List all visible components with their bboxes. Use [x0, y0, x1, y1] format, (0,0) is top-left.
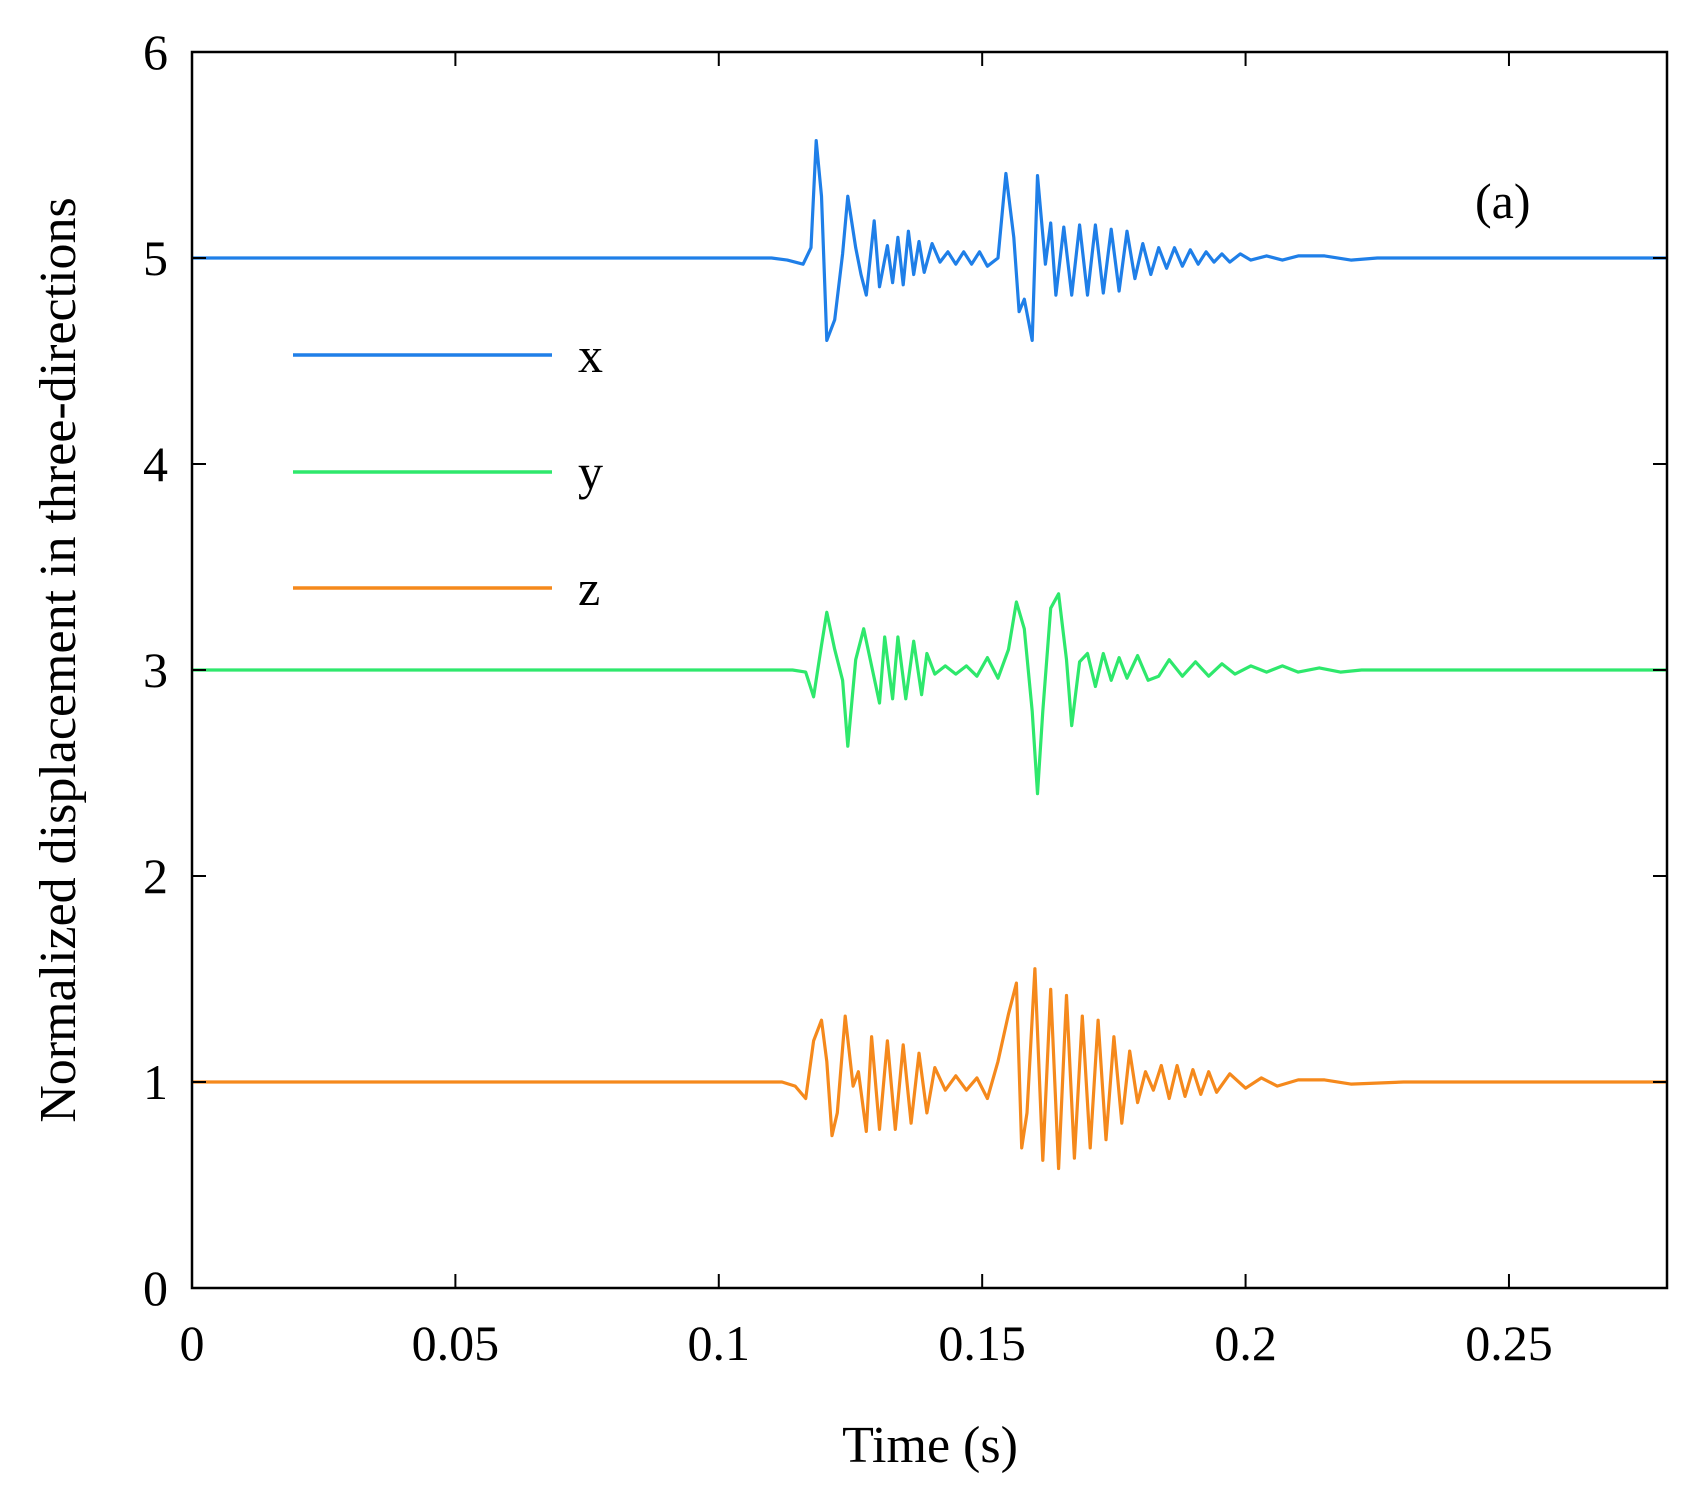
y-tick-label: 1 [143, 1054, 168, 1110]
x-tick-label: 0.2 [1214, 1315, 1277, 1371]
x-tick-label: 0.05 [412, 1315, 500, 1371]
panel-annotation: (a) [1475, 173, 1531, 229]
y-tick-label: 4 [143, 436, 168, 492]
x-axis-title: Time (s) [842, 1417, 1018, 1474]
legend-label-y: y [578, 444, 603, 500]
y-tick-label: 2 [143, 848, 168, 904]
series-layer [192, 139, 1667, 1171]
series-line-y [192, 592, 1667, 796]
series-line-z [192, 967, 1667, 1171]
x-tick-label: 0 [180, 1315, 205, 1371]
axes-layer: 0 0.05 0.1 0.15 0.2 0.25 0 1 2 3 4 5 6 [143, 24, 1669, 1371]
legend-label-x: x [578, 327, 603, 383]
series-line-x [192, 139, 1667, 342]
y-tick-label: 0 [143, 1260, 168, 1316]
x-tick-label: 0.15 [938, 1315, 1026, 1371]
x-tick-label: 0.1 [688, 1315, 751, 1371]
y-tick-label: 6 [143, 24, 168, 80]
x-tick-label: 0.25 [1465, 1315, 1553, 1371]
legend-label-z: z [578, 560, 600, 616]
legend: x y z [293, 327, 603, 616]
y-tick-label: 3 [143, 642, 168, 698]
y-tick-label: 5 [143, 230, 168, 286]
y-axis-title: Normalized displacement in three-directi… [30, 197, 87, 1123]
